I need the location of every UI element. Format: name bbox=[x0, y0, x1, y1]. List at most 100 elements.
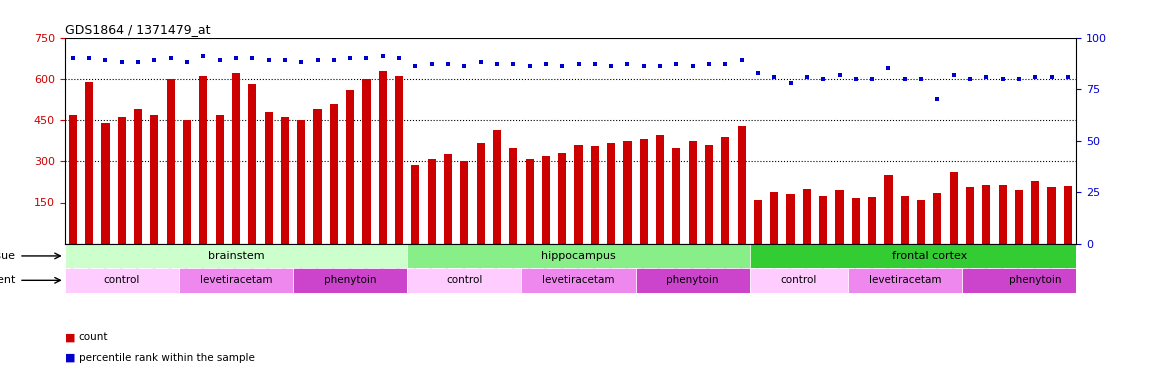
Point bbox=[520, 63, 539, 69]
Bar bbox=[901, 196, 909, 244]
Bar bbox=[65, 244, 407, 268]
Text: phenytoin: phenytoin bbox=[323, 275, 376, 285]
Bar bbox=[314, 109, 321, 244]
Bar bbox=[293, 268, 407, 292]
Point bbox=[472, 59, 490, 65]
Bar bbox=[640, 139, 648, 244]
Bar bbox=[248, 84, 256, 244]
Bar bbox=[428, 159, 436, 244]
Point bbox=[488, 61, 507, 68]
Bar bbox=[721, 136, 729, 244]
Point bbox=[634, 63, 653, 69]
Point bbox=[749, 70, 768, 76]
Bar bbox=[101, 123, 109, 244]
Point bbox=[341, 55, 360, 61]
Point bbox=[1058, 74, 1077, 80]
Point bbox=[439, 61, 457, 68]
Bar bbox=[443, 154, 452, 244]
Bar bbox=[493, 130, 501, 244]
Point bbox=[553, 63, 572, 69]
Text: hippocampus: hippocampus bbox=[541, 251, 616, 261]
Bar bbox=[656, 135, 664, 244]
Bar bbox=[673, 147, 681, 244]
Point bbox=[161, 55, 180, 61]
Text: levetiracetam: levetiracetam bbox=[200, 275, 272, 285]
Bar bbox=[787, 194, 795, 244]
Text: control: control bbox=[446, 275, 482, 285]
Bar bbox=[118, 117, 126, 244]
Point bbox=[602, 63, 621, 69]
Bar bbox=[85, 81, 93, 244]
Bar bbox=[460, 161, 468, 244]
Text: ■: ■ bbox=[65, 333, 75, 342]
Bar bbox=[1048, 188, 1056, 244]
Point bbox=[977, 74, 996, 80]
Point bbox=[928, 96, 947, 102]
Bar bbox=[179, 268, 293, 292]
Bar bbox=[965, 188, 974, 244]
Bar bbox=[623, 141, 632, 244]
Point bbox=[911, 76, 930, 82]
Text: levetiracetam: levetiracetam bbox=[542, 275, 615, 285]
Point bbox=[994, 76, 1013, 82]
Point bbox=[764, 74, 783, 80]
Point bbox=[667, 61, 686, 68]
Point bbox=[128, 59, 147, 65]
Point bbox=[211, 57, 229, 63]
Point bbox=[80, 55, 99, 61]
Bar bbox=[868, 197, 876, 244]
Point bbox=[878, 65, 897, 71]
Bar bbox=[395, 76, 403, 244]
Point bbox=[586, 61, 604, 68]
Text: percentile rank within the sample: percentile rank within the sample bbox=[79, 353, 255, 363]
Bar bbox=[407, 268, 521, 292]
Bar bbox=[949, 172, 957, 244]
Point bbox=[113, 59, 132, 65]
Point bbox=[1009, 76, 1028, 82]
Point bbox=[814, 76, 833, 82]
Bar bbox=[998, 184, 1007, 244]
Bar bbox=[281, 117, 289, 244]
Text: control: control bbox=[781, 275, 817, 285]
Bar bbox=[750, 268, 848, 292]
Bar bbox=[476, 143, 485, 244]
Bar bbox=[704, 145, 713, 244]
Bar bbox=[803, 189, 811, 244]
Point bbox=[683, 63, 702, 69]
Bar bbox=[851, 198, 860, 244]
Point bbox=[716, 61, 735, 68]
Point bbox=[569, 61, 588, 68]
Point bbox=[961, 76, 980, 82]
Text: frontal cortex: frontal cortex bbox=[891, 251, 967, 261]
Bar bbox=[689, 141, 696, 244]
Point bbox=[64, 55, 82, 61]
Bar bbox=[607, 143, 615, 244]
Point bbox=[325, 57, 343, 63]
Bar bbox=[737, 126, 746, 244]
Text: control: control bbox=[103, 275, 140, 285]
Point bbox=[650, 63, 669, 69]
Bar bbox=[521, 268, 635, 292]
Bar bbox=[542, 156, 550, 244]
Text: phenytoin: phenytoin bbox=[667, 275, 719, 285]
Bar bbox=[68, 114, 76, 244]
Bar bbox=[526, 159, 534, 244]
Bar bbox=[407, 244, 750, 268]
Point bbox=[1025, 74, 1044, 80]
Bar bbox=[574, 145, 582, 244]
Bar bbox=[215, 114, 223, 244]
Point bbox=[292, 59, 310, 65]
Bar bbox=[962, 268, 1109, 292]
Point bbox=[308, 57, 327, 63]
Bar bbox=[835, 190, 843, 244]
Point bbox=[275, 57, 294, 63]
Point bbox=[227, 55, 246, 61]
Point bbox=[373, 53, 392, 59]
Point bbox=[536, 61, 555, 68]
Point bbox=[797, 74, 816, 80]
Bar bbox=[934, 193, 942, 244]
Bar bbox=[754, 200, 762, 244]
Bar bbox=[1064, 186, 1073, 244]
Text: agent: agent bbox=[0, 275, 15, 285]
Point bbox=[145, 57, 163, 63]
